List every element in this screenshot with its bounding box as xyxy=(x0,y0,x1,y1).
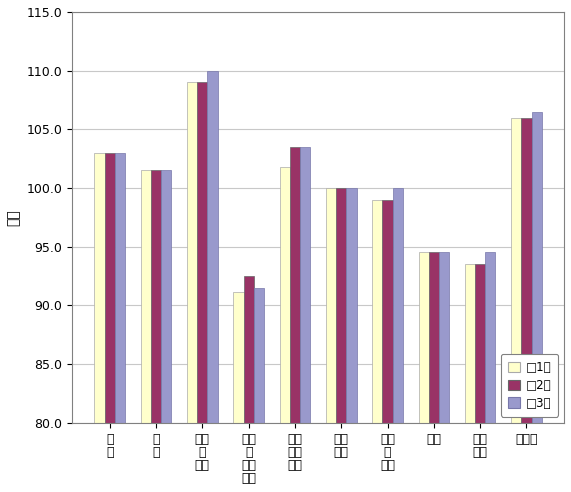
Bar xyxy=(104,153,115,492)
Bar xyxy=(290,147,300,492)
Bar xyxy=(254,288,264,492)
Bar xyxy=(151,170,161,492)
Bar xyxy=(475,264,485,492)
Bar xyxy=(234,292,244,492)
Bar xyxy=(465,264,475,492)
Bar xyxy=(383,200,393,492)
Bar xyxy=(429,252,439,492)
Bar xyxy=(115,153,125,492)
Bar xyxy=(521,118,532,492)
Bar xyxy=(347,188,356,492)
Bar xyxy=(326,188,336,492)
Bar xyxy=(94,153,104,492)
Bar xyxy=(207,71,218,492)
Bar xyxy=(336,188,347,492)
Bar xyxy=(511,118,521,492)
Legend: □1月, □2月, □3月: □1月, □2月, □3月 xyxy=(501,354,558,417)
Bar xyxy=(372,200,383,492)
Bar xyxy=(187,82,197,492)
Bar xyxy=(300,147,310,492)
Bar xyxy=(161,170,171,492)
Bar xyxy=(485,252,496,492)
Y-axis label: 指数: 指数 xyxy=(7,209,21,226)
Bar xyxy=(280,167,290,492)
Bar xyxy=(141,170,151,492)
Bar xyxy=(439,252,449,492)
Bar xyxy=(244,276,254,492)
Bar xyxy=(532,112,542,492)
Bar xyxy=(393,188,403,492)
Bar xyxy=(419,252,429,492)
Bar xyxy=(197,82,207,492)
